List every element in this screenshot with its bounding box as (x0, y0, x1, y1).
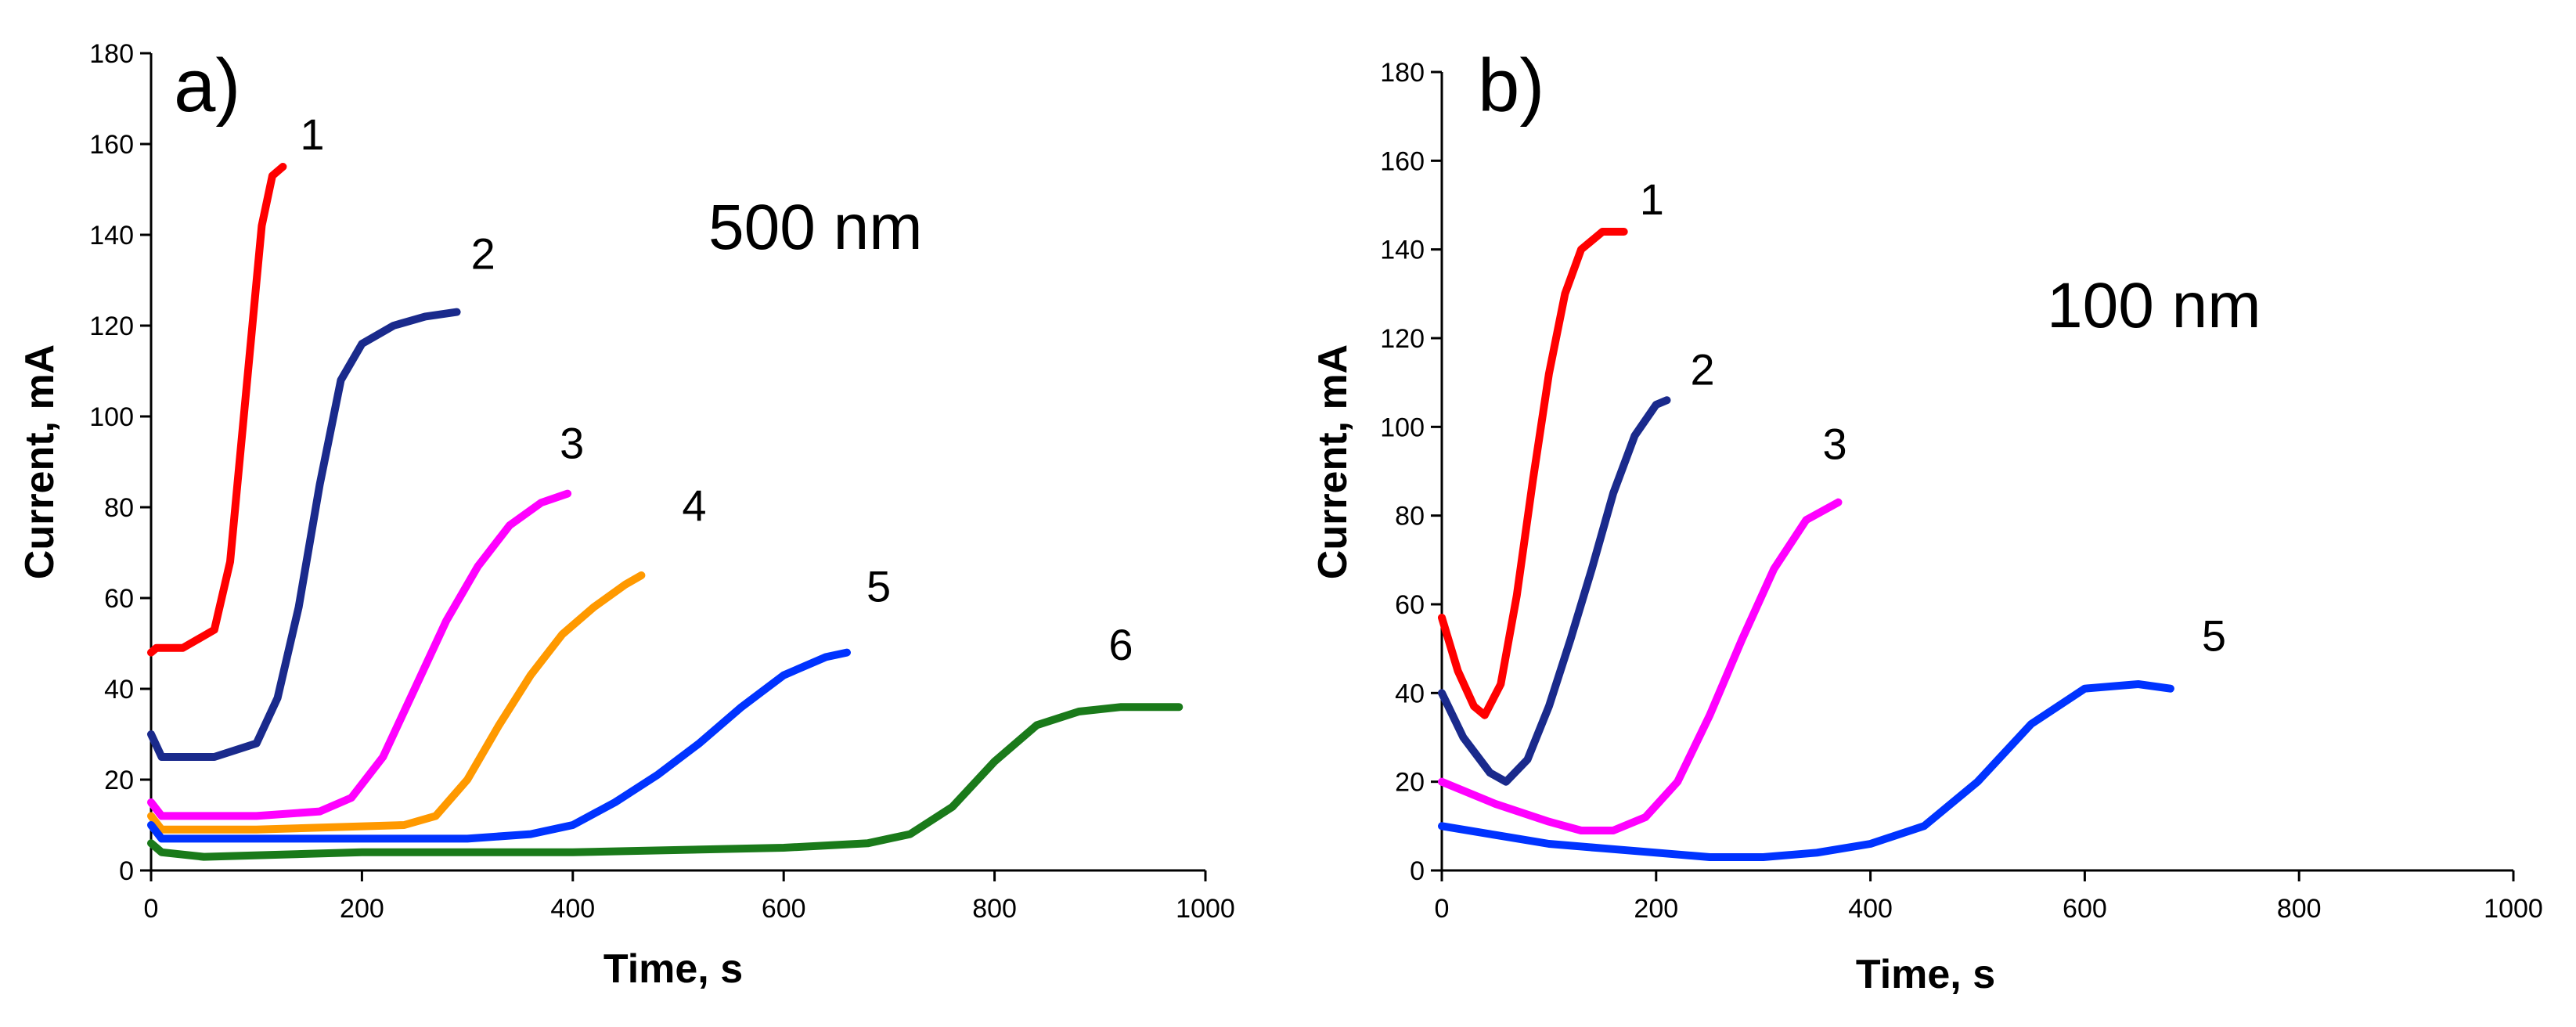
panel-b-series-2-line (1438, 396, 1671, 786)
panel-a-x-tick-label: 0 (144, 894, 159, 924)
panel-a-y-tick-label: 0 (119, 856, 134, 886)
panel-a-y-tick-label: 40 (104, 675, 134, 704)
panel-a-x-tick-label: 600 (762, 894, 806, 924)
panel-a-series-6-label: 6 (1108, 620, 1133, 669)
panel-b-x-tick-label: 200 (1634, 894, 1678, 924)
panel-b-label: b) (1478, 44, 1544, 128)
panel-a-series-4-label: 4 (682, 481, 706, 530)
panel-a-series-4-line (147, 571, 646, 834)
panel-a-series-5-label: 5 (866, 562, 891, 611)
panel-b-annotation: 100 nm (2047, 270, 2261, 341)
panel-a-x-title: Time, s (603, 946, 743, 992)
panel-b-y-tick-label: 160 (1380, 146, 1425, 176)
panel-b-y-tick-label: 120 (1380, 324, 1425, 354)
panel-a-y-tick-label: 60 (104, 584, 134, 614)
panel-b-series-3-label: 3 (1823, 420, 1847, 469)
panel-a-y-tick-label: 140 (89, 221, 134, 250)
panel-b-y-tick-label: 80 (1395, 502, 1425, 532)
panel-a-x-tick-label: 1000 (1176, 894, 1235, 924)
panel-b-y-title: Current, mA (1310, 344, 1356, 579)
panel-b-x-ticks: 0 200 400 600 800 1000 (1435, 870, 2543, 924)
panel-b-y-ticks: 0 20 40 60 80 100 120 140 160 180 (1380, 58, 1442, 886)
panel-a-y-tick-label: 100 (89, 402, 134, 432)
panel-b-series-5-line (1438, 680, 2174, 861)
panel-b-series-2-label: 2 (1690, 344, 1714, 394)
panel-b-series-5-label: 5 (2202, 611, 2226, 661)
panel-a-annotation: 500 nm (708, 192, 923, 263)
panel-b-x-title: Time, s (1856, 952, 1995, 997)
panel-a-y-tick-label: 80 (104, 493, 134, 523)
panel-a-series: 1 2 3 4 5 6 (147, 110, 1184, 861)
panel-a-x-tick-label: 200 (340, 894, 384, 924)
panel-a-series-6-line (147, 703, 1184, 861)
panel-a-series-2-line (147, 308, 461, 761)
panel-b-y-tick-label: 180 (1380, 58, 1425, 88)
panel-b-x-tick-label: 400 (1848, 894, 1893, 924)
panel-b-series: 1 2 3 5 (1438, 175, 2226, 861)
panel-a-x-ticks: 0 200 400 600 800 1000 (144, 870, 1235, 924)
panel-b-y-tick-label: 140 (1380, 236, 1425, 265)
panel-a-series-5-line (147, 648, 851, 843)
panel-a-y-tick-label: 20 (104, 766, 134, 795)
panel-a-y-ticks: 0 20 40 60 80 100 120 140 160 180 (89, 39, 151, 886)
panel-b-x-tick-label: 1000 (2484, 894, 2543, 924)
panel-b-x-tick-label: 600 (2063, 894, 2107, 924)
panel-a-series-1-label: 1 (300, 110, 324, 159)
panel-a-x-tick-label: 400 (550, 894, 595, 924)
panel-a-y-title: Current, mA (17, 344, 63, 579)
panel-b-y-tick-label: 0 (1410, 856, 1425, 886)
panel-a-y-tick-label: 120 (89, 312, 134, 341)
panel-a-y-tick-label: 160 (89, 130, 134, 160)
panel-a-series-3-label: 3 (560, 419, 584, 468)
panel-b-x-tick-label: 0 (1435, 894, 1450, 924)
panel-b-x-tick-label: 800 (2277, 894, 2322, 924)
panel-b-series-3-line (1438, 498, 1843, 834)
panel-a-series-2-label: 2 (471, 229, 495, 279)
panel-b-y-tick-label: 20 (1395, 768, 1425, 798)
panel-a-series-1-line (147, 163, 287, 657)
panel-a-label: a) (174, 44, 240, 128)
panel-b-series-1-label: 1 (1640, 175, 1664, 224)
panel-b-y-tick-label: 40 (1395, 679, 1425, 708)
panel-b-y-tick-label: 100 (1380, 413, 1425, 442)
panel-b-y-tick-label: 60 (1395, 590, 1425, 620)
panel-a-y-tick-label: 180 (89, 39, 134, 69)
panel-b-series-1-line (1438, 228, 1628, 719)
panel-a-x-tick-label: 800 (972, 894, 1017, 924)
panel-a-series-3-line (147, 489, 572, 820)
